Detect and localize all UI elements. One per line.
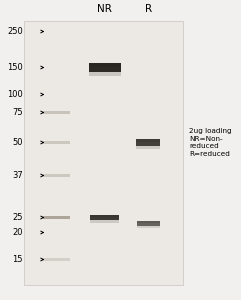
Text: NR: NR (97, 4, 112, 14)
Bar (137, 226, 160, 228)
Bar (43, 141, 70, 144)
Bar (89, 63, 120, 72)
Text: 75: 75 (12, 108, 23, 117)
Text: 20: 20 (12, 228, 23, 237)
Text: 2ug loading
NR=Non-
reduced
R=reduced: 2ug loading NR=Non- reduced R=reduced (189, 128, 232, 157)
Bar (43, 258, 70, 261)
Text: 15: 15 (12, 255, 23, 264)
Bar (137, 221, 160, 223)
Bar (24, 21, 183, 285)
Bar (43, 174, 70, 177)
Text: 50: 50 (12, 138, 23, 147)
Text: 150: 150 (7, 63, 23, 72)
Bar (43, 111, 70, 114)
Bar (136, 146, 160, 149)
Bar (136, 139, 160, 146)
Text: 25: 25 (12, 213, 23, 222)
Bar (90, 215, 119, 217)
Bar (43, 216, 70, 219)
Bar (90, 215, 119, 220)
Text: 100: 100 (7, 90, 23, 99)
Text: 250: 250 (7, 27, 23, 36)
Bar (90, 220, 119, 223)
Text: 37: 37 (12, 171, 23, 180)
Bar (137, 221, 160, 226)
Bar (136, 139, 160, 142)
Bar (89, 72, 120, 76)
Bar (89, 63, 120, 67)
Text: R: R (145, 4, 152, 14)
